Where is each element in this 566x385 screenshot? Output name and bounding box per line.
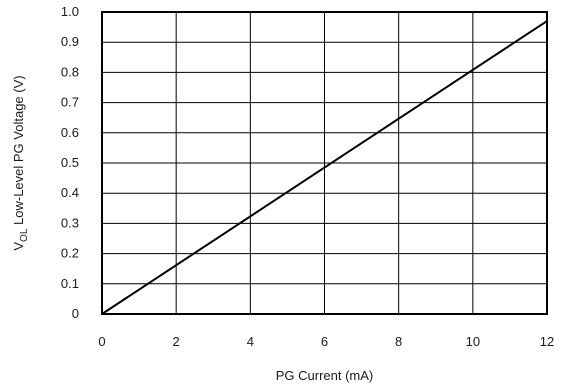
x-tick-labels: 0 2 4 6 8 10 12	[98, 334, 554, 349]
y-axis-label-subscript: OL	[19, 228, 30, 242]
y-axis-label-text: Low-Level PG Voltage (V)	[11, 75, 26, 228]
y-tick-label: 0.2	[61, 246, 79, 261]
y-tick-label: 0.8	[61, 64, 79, 79]
y-axis-label-prefix: V	[11, 242, 26, 251]
x-tick-label: 2	[173, 334, 180, 349]
plot-frame	[101, 11, 548, 315]
x-tick-label: 10	[466, 334, 480, 349]
y-tick-label: 0.9	[61, 34, 79, 49]
grid	[102, 12, 547, 314]
y-tick-label: 0.6	[61, 125, 79, 140]
x-axis-label: PG Current (mA)	[276, 368, 374, 383]
y-tick-label: 0.5	[61, 155, 79, 170]
x-tick-label: 8	[395, 334, 402, 349]
x-tick-label: 12	[540, 334, 554, 349]
series-line-0	[101, 20, 548, 315]
y-tick-label: 0.3	[61, 215, 79, 230]
x-tick-label: 0	[98, 334, 105, 349]
series-layer	[101, 20, 548, 315]
y-tick-labels: 0 0.1 0.2 0.3 0.4 0.5 0.6 0.7 0.8 0.9 1.0	[61, 4, 79, 321]
y-axis-label: VOL Low-Level PG Voltage (V)	[11, 75, 30, 250]
y-tick-label: 0	[72, 306, 79, 321]
y-tick-label: 0.4	[61, 185, 79, 200]
x-tick-label: 4	[247, 334, 254, 349]
y-tick-label: 1.0	[61, 4, 79, 19]
y-tick-label: 0.7	[61, 95, 79, 110]
x-tick-label: 6	[321, 334, 328, 349]
y-tick-label: 0.1	[61, 276, 79, 291]
